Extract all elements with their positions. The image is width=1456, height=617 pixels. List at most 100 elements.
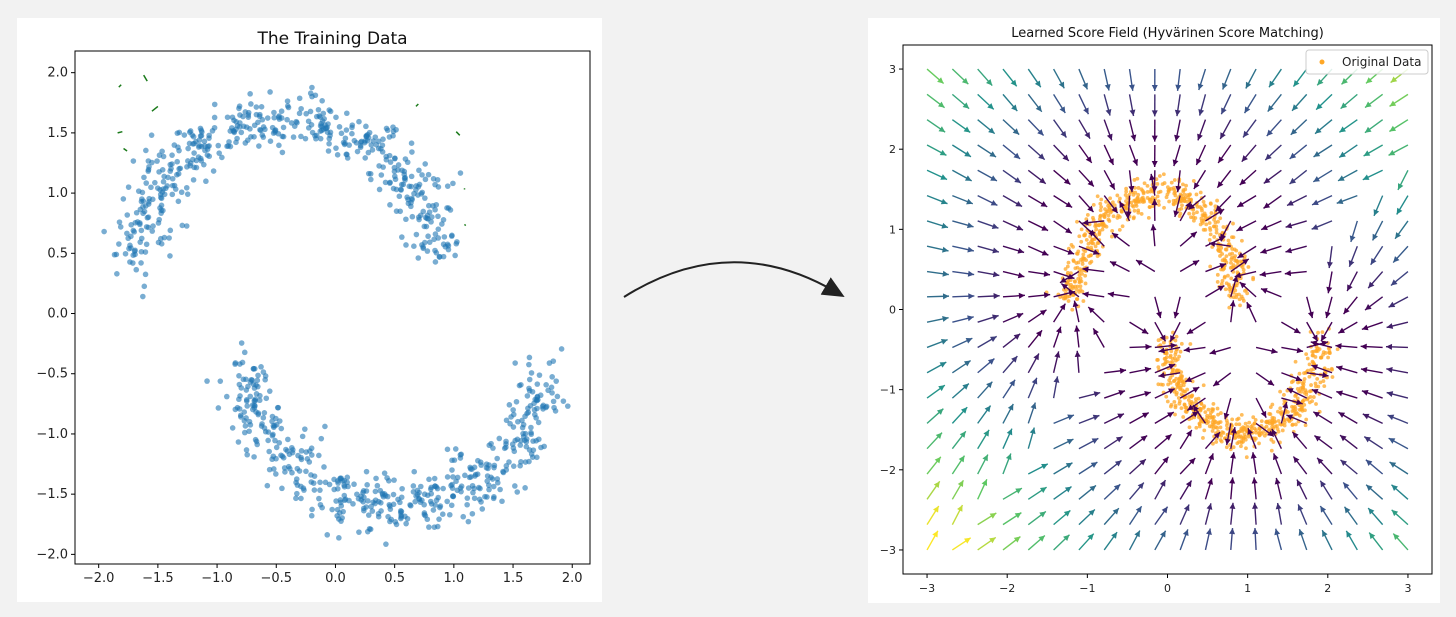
data-point [365,149,372,156]
data-point [536,436,542,443]
data-point [346,142,352,148]
data-point [179,222,186,229]
data-point [114,270,120,277]
data-point [444,241,451,248]
score-arrow-head [989,336,997,343]
data-point [1085,213,1090,217]
data-point [408,173,415,180]
score-arrow-head [1018,292,1025,299]
data-point [413,493,419,499]
data-point [334,478,341,484]
data-point [253,438,260,445]
score-arrow-head [1040,201,1048,207]
scatter-points [101,84,571,547]
data-point [546,360,553,366]
data-point [251,122,258,129]
data-point [318,435,325,442]
data-point [1300,408,1305,413]
score-arrow-head [1260,288,1268,294]
data-point [1214,227,1219,232]
data-point [1265,419,1269,424]
score-arrow-head [1338,412,1346,418]
data-point [1167,199,1172,204]
score-arrow-head [1234,272,1242,279]
score-arrow-head [1229,300,1236,307]
data-point [1280,428,1285,433]
data-point [1161,172,1166,177]
data-point [1169,349,1174,354]
y-tick-label: −3 [880,544,896,557]
data-point [1213,220,1218,225]
data-point [1221,225,1226,229]
score-arrow-head [1269,80,1275,88]
score-arrow-head [1125,211,1132,218]
data-point [171,182,178,189]
data-point [1216,412,1220,417]
score-arrow-head [1296,399,1303,406]
data-point [341,492,348,499]
data-point [506,459,512,465]
score-arrow-head [1074,325,1081,332]
score-arrow-head [1038,535,1045,542]
data-point [365,134,372,141]
data-point [416,216,422,223]
stray-mark [151,105,159,112]
data-point [468,474,474,480]
data-point [1161,340,1166,345]
data-point [217,378,224,384]
score-arrow-head [1241,155,1248,162]
data-point [133,209,140,216]
data-point [1087,222,1092,227]
score-arrow-head [1136,260,1143,266]
data-point [422,195,428,201]
data-point [349,130,355,137]
score-arrow-head [1093,328,1099,336]
data-point [138,248,145,255]
score-arrow-head [1389,125,1397,132]
data-point [517,442,524,448]
score-arrow-head [1321,334,1327,342]
data-point [413,231,420,238]
score-arrow-head [1168,363,1176,370]
data-point [432,231,439,237]
data-point [266,448,272,455]
score-arrow-head [962,383,969,390]
score-arrow-head [1293,456,1300,464]
data-point [482,493,488,500]
data-point [1108,210,1113,215]
data-point [503,417,510,424]
data-point [137,221,143,228]
data-point [259,132,266,138]
data-point [232,406,239,413]
score-arrow-head [1173,210,1180,217]
data-point [376,163,382,169]
score-arrow-head [1015,488,1022,494]
data-point [316,495,322,502]
data-point [553,378,560,384]
data-point [1132,208,1137,213]
data-point [1293,422,1298,427]
data-point [1220,278,1225,283]
data-point [305,118,312,125]
data-point [244,451,251,458]
x-tick-label: 1.5 [503,571,524,586]
score-arrow-head [1322,530,1328,537]
data-point [1297,371,1302,376]
score-arrow-head [1326,261,1333,269]
data-point [1222,266,1226,271]
data-point [316,452,322,459]
data-point [1230,265,1234,270]
score-arrow-head [1039,487,1047,493]
data-point [449,481,455,488]
data-point [269,418,275,425]
data-point [1104,199,1108,204]
data-point [154,158,160,164]
y-tick-label: 2.0 [47,66,68,81]
data-point [253,104,260,110]
data-point [138,260,144,266]
data-point [322,423,328,430]
data-point [1214,230,1219,235]
score-arrow-head [1290,128,1298,135]
data-point [260,414,267,421]
score-arrow-head [1217,209,1225,215]
